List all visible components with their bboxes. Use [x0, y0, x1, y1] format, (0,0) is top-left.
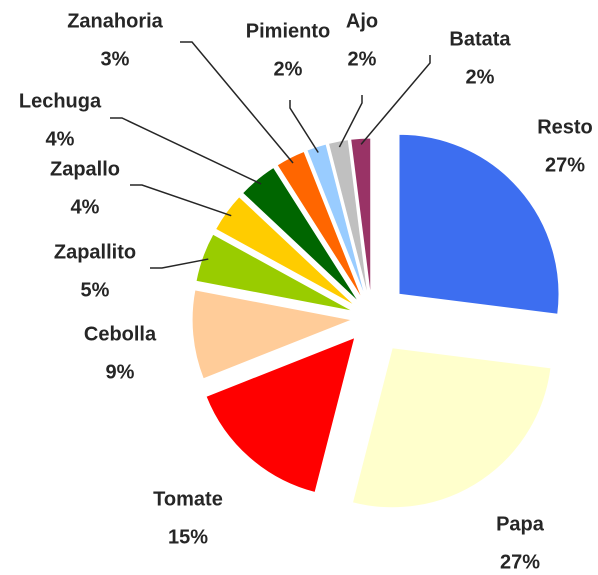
- pie-slice: [350, 137, 372, 299]
- value-label: 27%: [500, 551, 540, 573]
- slice-label: Lechuga: [19, 90, 102, 112]
- value-label: 2%: [274, 58, 303, 80]
- slice-label: Resto: [537, 116, 593, 138]
- value-label: 15%: [168, 526, 208, 548]
- slice-label: Zapallo: [50, 158, 120, 180]
- pie-slice: [276, 150, 364, 301]
- pie-slice: [306, 143, 367, 300]
- leader-line: [180, 41, 294, 164]
- pie-slice: [351, 347, 552, 509]
- value-label: 2%: [348, 48, 377, 70]
- slice-label: Zapallito: [54, 241, 136, 263]
- value-label: 4%: [46, 128, 75, 150]
- pie-slice: [191, 289, 354, 380]
- pie-slice: [195, 233, 354, 312]
- pie-slice: [214, 196, 357, 307]
- pie-slice: [398, 133, 560, 315]
- value-label: 27%: [545, 154, 585, 176]
- slice-label: Pimiento: [246, 20, 330, 42]
- value-label: 2%: [466, 66, 495, 88]
- slice-label: Papa: [496, 513, 545, 535]
- pie-slice: [205, 336, 356, 494]
- slice-label: Batata: [449, 28, 511, 50]
- leader-line: [150, 258, 209, 269]
- leader-line: [110, 117, 262, 185]
- slice-label: Ajo: [346, 10, 378, 32]
- slice-label: Zanahoria: [67, 10, 163, 32]
- value-label: 4%: [71, 196, 100, 218]
- value-label: 3%: [101, 48, 130, 70]
- leader-line: [360, 55, 431, 145]
- leader-line: [289, 100, 319, 153]
- leader-line: [130, 184, 232, 217]
- slice-label: Cebolla: [84, 323, 157, 345]
- value-label: 5%: [81, 279, 110, 301]
- pie-slice: [241, 166, 360, 303]
- pie-slice: [327, 139, 369, 299]
- value-label: 9%: [106, 361, 135, 383]
- slice-label: Tomate: [153, 488, 223, 510]
- leader-line: [338, 95, 363, 148]
